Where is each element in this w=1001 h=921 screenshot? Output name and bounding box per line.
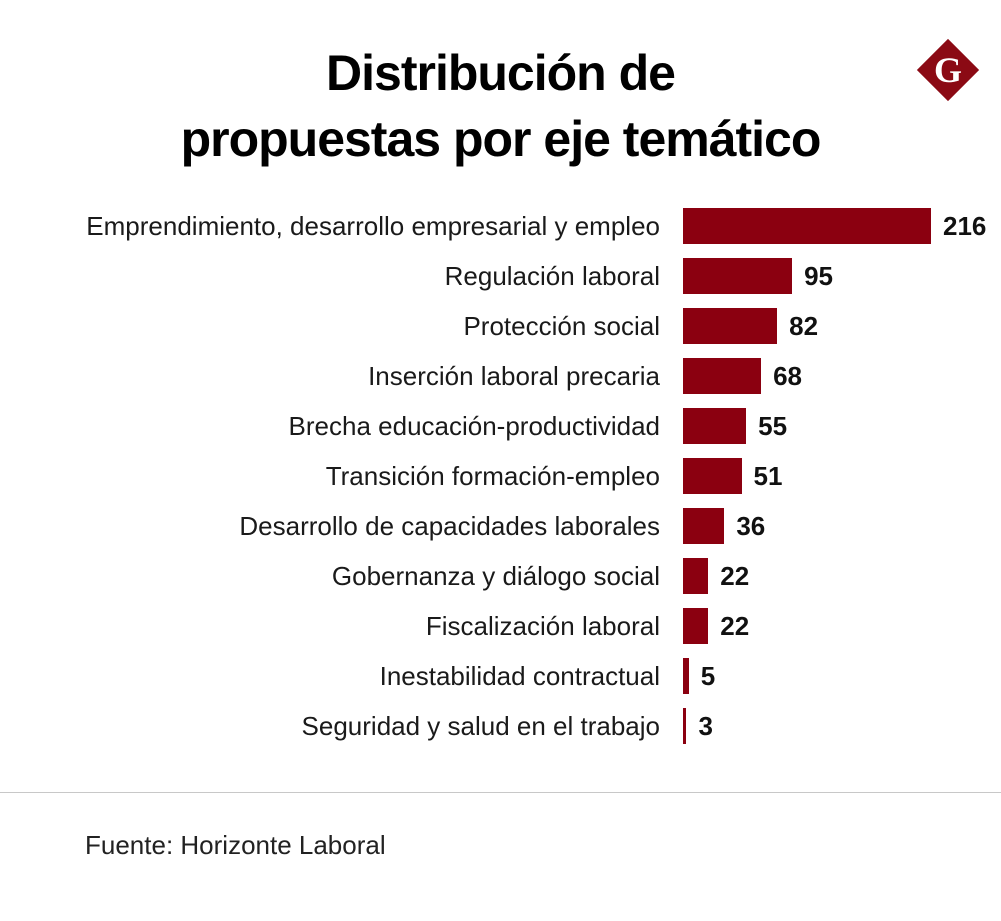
bar	[683, 308, 778, 344]
bar	[683, 608, 709, 644]
category-label: Seguridad y salud en el trabajo	[301, 711, 660, 741]
category-label: Desarrollo de capacidades laborales	[239, 511, 660, 541]
category-label: Inestabilidad contractual	[379, 661, 660, 691]
category-label: Brecha educación-productividad	[288, 411, 660, 441]
value-label: 22	[720, 611, 750, 641]
bar	[683, 408, 747, 444]
category-label: Transición formación-empleo	[325, 461, 660, 491]
title-line-1: Distribución de	[326, 45, 676, 101]
bar	[683, 558, 709, 594]
value-label: 68	[773, 361, 802, 391]
chart-title: Distribución de propuestas por eje temát…	[0, 40, 1001, 172]
bar	[683, 508, 725, 544]
bar	[683, 658, 689, 694]
value-label: 36	[736, 511, 766, 541]
bar	[683, 708, 687, 744]
category-label: Gobernanza y diálogo social	[331, 561, 660, 591]
value-label: 82	[789, 311, 819, 341]
category-label: Fiscalización laboral	[425, 611, 660, 641]
bar	[683, 358, 762, 394]
bar	[683, 458, 742, 494]
title-line-2: propuestas por eje temático	[180, 111, 822, 167]
value-label: 55	[758, 411, 788, 441]
bar	[683, 208, 931, 244]
category-label: Emprendimiento, desarrollo empresarial y…	[86, 211, 660, 241]
category-label: Protección social	[463, 311, 660, 341]
svg-text:G: G	[934, 50, 962, 90]
value-label: 216	[943, 211, 987, 241]
value-label: 95	[804, 261, 833, 291]
value-label: 51	[753, 461, 783, 491]
bar	[683, 258, 793, 294]
source-note: Fuente: Horizonte Laboral	[85, 830, 386, 860]
category-label: Regulación laboral	[444, 261, 660, 291]
value-label: 3	[698, 711, 713, 741]
value-label: 5	[700, 661, 716, 691]
divider	[0, 792, 1001, 793]
value-label: 22	[720, 561, 750, 591]
category-label: Inserción laboral precaria	[368, 361, 660, 391]
brand-logo-icon: G	[916, 38, 980, 102]
